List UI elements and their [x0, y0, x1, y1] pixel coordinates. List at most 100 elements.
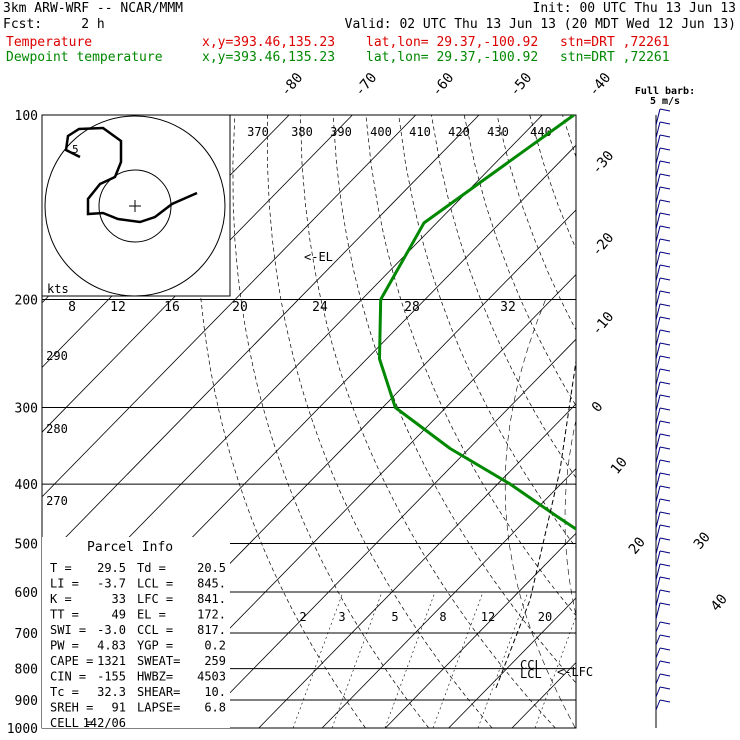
- dry-adiabat-line: [300, 115, 556, 728]
- dry-adiabat-line: [431, 115, 576, 479]
- parcel-info-value: 91: [112, 701, 126, 715]
- theta-label: 400: [370, 125, 392, 139]
- wind-barb: [655, 381, 661, 399]
- theta-label: 290: [46, 349, 68, 363]
- dewpoint-latlon: lat,lon= 29.37,-100.92: [366, 50, 539, 65]
- mixing-ratio-line: [432, 591, 484, 728]
- wind-barb: [659, 342, 671, 346]
- wind-barb: [655, 576, 661, 594]
- wind-barb: [659, 394, 671, 398]
- wind-barb: [655, 160, 661, 178]
- parcel-info-box: [42, 537, 230, 728]
- wind-barb: [659, 420, 671, 424]
- hodograph-scale-label: 12: [110, 300, 126, 315]
- parcel-info-title: Parcel Info: [87, 540, 173, 555]
- wind-barb: [659, 537, 671, 541]
- parcel-info-value: 10.: [204, 685, 226, 699]
- wind-barb: [659, 147, 671, 151]
- theta-label: 410: [409, 125, 431, 139]
- wind-barb: [659, 199, 671, 203]
- hodograph-scale-label: 20: [232, 300, 248, 315]
- dry-adiabat-line: [726, 115, 740, 728]
- parcel-info-value: 142/06: [83, 716, 126, 730]
- wind-barb: [655, 394, 661, 412]
- parcel-info-key: LAPSE=: [137, 701, 180, 715]
- isotherm-line: [385, 532, 576, 728]
- isotherm-label: -10: [589, 309, 618, 339]
- model-title: 3km ARW-WRF -- NCAR/MMM: [3, 1, 184, 16]
- wind-barb: [659, 563, 671, 567]
- wind-barb: [659, 407, 671, 411]
- isotherm-line: [448, 597, 576, 728]
- isotherm-label: -70: [352, 70, 381, 100]
- wind-barb: [655, 407, 661, 425]
- isotherm-line: [258, 403, 576, 728]
- wind-barb: [655, 212, 661, 230]
- hodograph-units: kts: [47, 282, 69, 296]
- wind-barb: [655, 420, 661, 438]
- temperature-latlon: lat,lon= 29.37,-100.92: [366, 35, 539, 50]
- dewpoint-xy: x,y=393.46,135.23: [202, 50, 336, 65]
- wind-barb: [659, 647, 671, 651]
- isotherm-label: -50: [507, 70, 536, 100]
- isotherm-line: [511, 662, 576, 728]
- wind-barb: [655, 634, 661, 646]
- isotherm-label: 30: [691, 529, 714, 552]
- wind-barb: [655, 537, 661, 555]
- parcel-info-key: CELL =: [50, 716, 93, 730]
- wind-barb: [659, 160, 671, 164]
- hodograph-ring-outer: [44, 115, 226, 297]
- parcel-info-value: 259: [204, 654, 226, 668]
- pressure-tick-label: 800: [15, 663, 38, 678]
- isotherm-label: -60: [429, 70, 458, 100]
- wind-barb: [655, 199, 661, 217]
- wind-barb: [659, 355, 671, 359]
- theta-label: 280: [46, 422, 68, 436]
- parcel-info-value: 845.: [197, 577, 226, 591]
- theta-label: 390: [330, 125, 352, 139]
- wind-barb: [655, 524, 661, 542]
- wind-barb: [659, 472, 671, 476]
- parcel-info-key: CAPE =: [50, 654, 93, 668]
- wind-barb: [659, 368, 671, 372]
- wind-barb: [659, 225, 671, 229]
- isotherm-line: [42, 115, 416, 498]
- parcel-info-key: SWI =: [50, 623, 86, 637]
- parcel-info-value: 33: [112, 592, 126, 606]
- wind-barb: [655, 186, 661, 204]
- isotherm-line: [321, 468, 576, 728]
- wind-barb: [655, 134, 661, 152]
- dry-adiabat-line: [529, 115, 576, 250]
- wind-barb: [655, 511, 661, 529]
- wind-barb: [655, 673, 661, 685]
- wind-barb: [659, 660, 671, 664]
- pressure-tick-label: 500: [15, 537, 38, 552]
- parcel-info-key: Td =: [137, 561, 166, 575]
- parcel-info-key: K =: [50, 592, 72, 606]
- parcel-info-key: T =: [50, 561, 72, 575]
- wind-barb: [655, 485, 661, 503]
- parcel-info-key: LFC =: [137, 592, 173, 606]
- hodograph-scale-label: 8: [68, 300, 76, 315]
- wind-barb: [659, 173, 671, 177]
- isotherm-label: -30: [589, 148, 618, 178]
- parcel-info-value: 0.2: [204, 639, 226, 653]
- parcel-info-value: 4503: [197, 670, 226, 684]
- dry-adiabat-line: [661, 115, 740, 728]
- wind-barb: [655, 264, 661, 282]
- wind-barb: [659, 290, 671, 294]
- wind-barb: [655, 459, 661, 477]
- hodograph-scale-label: 16: [164, 300, 180, 315]
- wind-barb: [655, 329, 661, 347]
- forecast-hour: Fcst: 2 h: [3, 17, 105, 32]
- parcel-info-key: LI =: [50, 577, 79, 591]
- wind-barb-unit: 5 m/s: [650, 96, 680, 107]
- wind-barb: [655, 238, 661, 256]
- wind-barb: [659, 121, 671, 125]
- hodograph-ring-label: 5: [72, 143, 79, 156]
- isotherm-label: -80: [278, 70, 307, 100]
- parcel-info-key: CCL =: [137, 623, 173, 637]
- wind-barb: [659, 699, 671, 703]
- wind-barb: [655, 290, 661, 308]
- pressure-tick-label: 100: [15, 109, 38, 124]
